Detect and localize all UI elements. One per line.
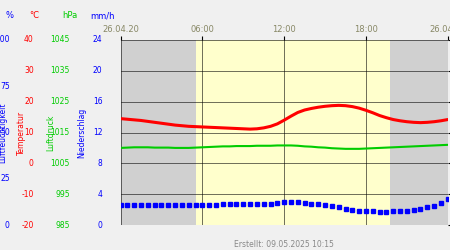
Text: Luftdruck: Luftdruck: [46, 114, 55, 151]
Text: 1035: 1035: [50, 66, 70, 75]
Text: 8: 8: [98, 159, 103, 168]
Text: -10: -10: [22, 190, 34, 199]
Text: Temperatur: Temperatur: [17, 110, 26, 154]
Text: 20: 20: [24, 97, 34, 106]
Bar: [121, 40, 196, 225]
Text: Niederschlag: Niederschlag: [77, 108, 86, 158]
Text: 10: 10: [24, 128, 34, 137]
Text: 20: 20: [93, 66, 103, 75]
Text: 12: 12: [93, 128, 103, 137]
Text: 995: 995: [55, 190, 70, 199]
Text: 1025: 1025: [51, 97, 70, 106]
Text: 1005: 1005: [50, 159, 70, 168]
Bar: [391, 40, 448, 225]
Text: mm/h: mm/h: [90, 11, 115, 20]
Text: %: %: [6, 11, 14, 20]
Text: 40: 40: [24, 36, 34, 44]
Text: -20: -20: [22, 220, 34, 230]
Text: 1015: 1015: [51, 128, 70, 137]
Text: 100: 100: [0, 36, 9, 44]
Text: 30: 30: [24, 66, 34, 75]
Text: 24: 24: [93, 36, 103, 44]
Text: °C: °C: [29, 11, 39, 20]
Text: 4: 4: [98, 190, 103, 199]
Text: 0: 0: [29, 159, 34, 168]
Bar: [196, 40, 391, 225]
Text: 985: 985: [55, 220, 70, 230]
Text: Erstellt: 09.05.2025 10:15: Erstellt: 09.05.2025 10:15: [234, 240, 334, 249]
Text: 50: 50: [0, 128, 9, 137]
Text: 0: 0: [5, 220, 9, 230]
Text: hPa: hPa: [62, 11, 77, 20]
Text: 1045: 1045: [50, 36, 70, 44]
Text: 0: 0: [98, 220, 103, 230]
Text: 25: 25: [0, 174, 9, 183]
Text: 16: 16: [93, 97, 103, 106]
Text: Luftfeuchtigkeit: Luftfeuchtigkeit: [0, 102, 7, 163]
Text: 75: 75: [0, 82, 9, 91]
